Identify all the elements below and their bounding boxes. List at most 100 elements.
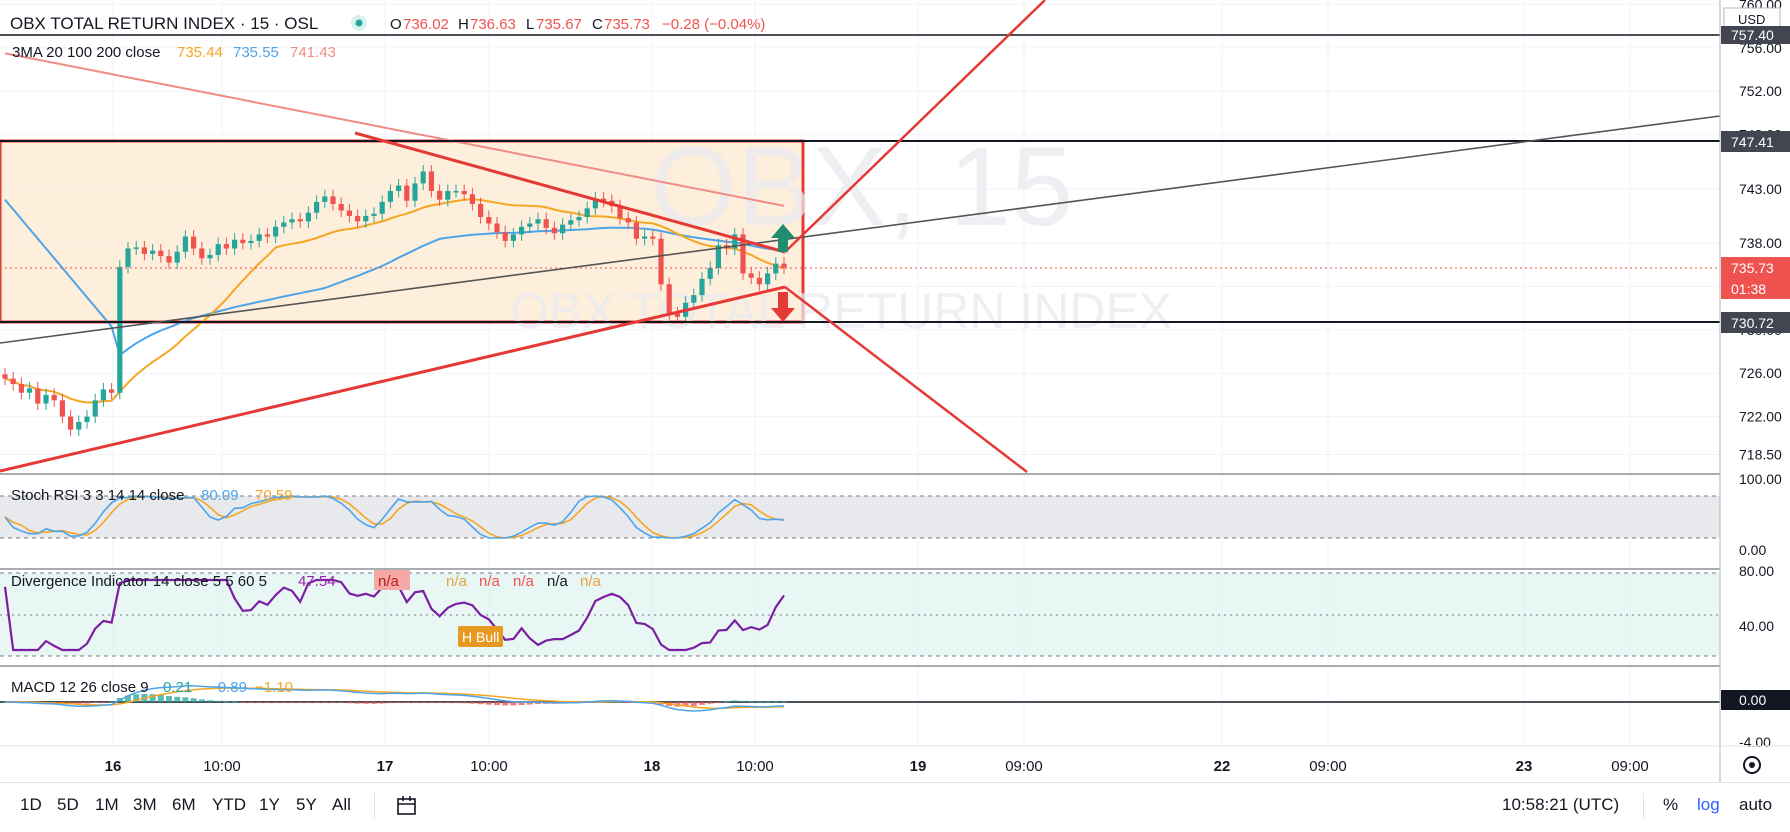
macd-hist-bar [428,702,435,703]
candle [478,197,484,224]
pane-tick-label: 40.00 [1739,618,1774,634]
macd-hist-bar [198,699,205,702]
arrow-up-icon[interactable] [771,224,795,252]
macd-hist-bar [453,702,459,704]
svg-text:735.55: 735.55 [233,44,279,61]
macd-hist-bar [715,702,722,703]
candle [486,210,492,231]
macd-hist-bar [354,702,361,704]
macd-hist-bar [182,697,189,702]
candle [576,210,582,227]
candle [560,218,566,240]
svg-text:−0.28 (−0.04%): −0.28 (−0.04%) [662,16,765,33]
stoch-legend[interactable]: Stoch RSI 3 3 14 14 close 80.09 70.59 [11,487,293,504]
x-tick-label: 16 [105,758,122,775]
candle [568,213,574,232]
candle [387,184,393,209]
percent-toggle[interactable]: % [1663,795,1679,814]
svg-text:MACD 12 26 close 9: MACD 12 26 close 9 [11,679,149,696]
bottom-toolbar: 1D 5D 1M 3M 6M YTD 1Y 5Y All 10:58:21 (U… [0,782,1790,832]
candle [223,237,229,255]
candle [404,179,410,208]
y-tick-label: 752.00 [1739,83,1782,99]
gray-trendline[interactable] [0,115,1721,344]
macd-hist-bar [469,702,476,704]
timeframe-1m[interactable]: 1M [95,795,119,814]
macd-hist-bar [84,702,90,704]
candle [765,266,771,291]
macd-hist-bar [272,702,279,703]
macd-hist-bar [305,702,312,703]
timeframe-5y[interactable]: 5Y [296,795,317,814]
symbol-title[interactable]: OBX TOTAL RETURN INDEX · 15 · OSL [10,14,318,33]
lower-wedge-line[interactable] [0,285,786,473]
stoch-k-line [4,495,785,539]
timeframe-5d[interactable]: 5D [57,795,79,814]
breakout-line-down[interactable] [784,286,1028,473]
x-tick-label: 10:00 [203,758,241,775]
candle [658,232,664,291]
watermark-symbol: OBX, 15 [650,124,1073,249]
timeframe-1y[interactable]: 1Y [259,795,280,814]
macd-hist-bar [321,702,328,703]
svg-text:736.63: 736.63 [470,16,516,33]
macd-hist-bar [239,702,246,703]
candle [59,393,65,424]
candle [445,184,451,207]
svg-text:0.21: 0.21 [163,679,192,696]
divergence-legend[interactable]: Divergence Indicator 14 close 5 5 60 5 4… [11,570,602,590]
auto-toggle[interactable]: auto [1739,795,1773,814]
candle [248,234,254,250]
candle [494,217,500,239]
macd-line [4,685,785,712]
calendar-icon[interactable] [396,795,418,817]
candle [732,227,738,255]
candle [305,206,311,228]
macd-legend[interactable]: MACD 12 26 close 9 0.21 −0.89 −1.10 [11,679,293,696]
candle [199,241,205,265]
candle [174,245,180,270]
x-tick-label: 09:00 [1309,758,1347,775]
macd-hist-bar [510,702,517,706]
upper-wedge-line[interactable] [354,131,786,254]
timeframe-all[interactable]: All [332,795,351,814]
gear-icon[interactable] [1743,756,1761,774]
svg-text:n/a: n/a [446,573,468,590]
candle [502,225,508,248]
candle [273,220,279,244]
timeframe-6m[interactable]: 6M [172,795,196,814]
candle [633,215,639,246]
consolidation-box [0,139,805,324]
candle [264,227,270,244]
price-axis[interactable] [1720,0,1790,782]
timeframe-ytd[interactable]: YTD [212,795,246,814]
svg-text:n/a: n/a [479,573,501,590]
candle [191,230,197,255]
candle [437,184,443,207]
x-tick-label: 09:00 [1611,758,1649,775]
candle [68,410,74,437]
ma200-line[interactable] [4,52,785,207]
ma-legend[interactable]: 3MA 20 100 200 close 735.44 735.55 741.4… [12,44,336,61]
log-toggle[interactable]: log [1697,795,1720,814]
candle [76,415,82,437]
arrow-down-icon[interactable] [771,292,795,322]
candle [109,382,115,400]
macd-hist-bar [264,702,271,703]
macd-hist-bar [174,696,181,702]
breakout-line-up[interactable] [784,0,1046,253]
candle [141,240,147,261]
macd-hist-bar [133,694,140,702]
timeframe-1d[interactable]: 1D [20,795,42,814]
candle [346,204,352,223]
macd-hist-bar [731,700,738,702]
ma20-line[interactable] [4,198,785,404]
macd-hist-bar [67,702,74,704]
clock[interactable]: 10:58:21 (UTC) [1502,795,1620,814]
macd-hist-bar [772,701,779,703]
x-tick-label: 19 [910,758,927,775]
svg-text:Stoch RSI 3 3 14 14 close: Stoch RSI 3 3 14 14 close [11,487,184,504]
ma100-line[interactable] [4,199,785,357]
chart-canvas[interactable]: OBX, 15 OBX TOTAL RETURN INDEX 760.00756… [0,0,1790,782]
timeframe-3m[interactable]: 3M [133,795,157,814]
